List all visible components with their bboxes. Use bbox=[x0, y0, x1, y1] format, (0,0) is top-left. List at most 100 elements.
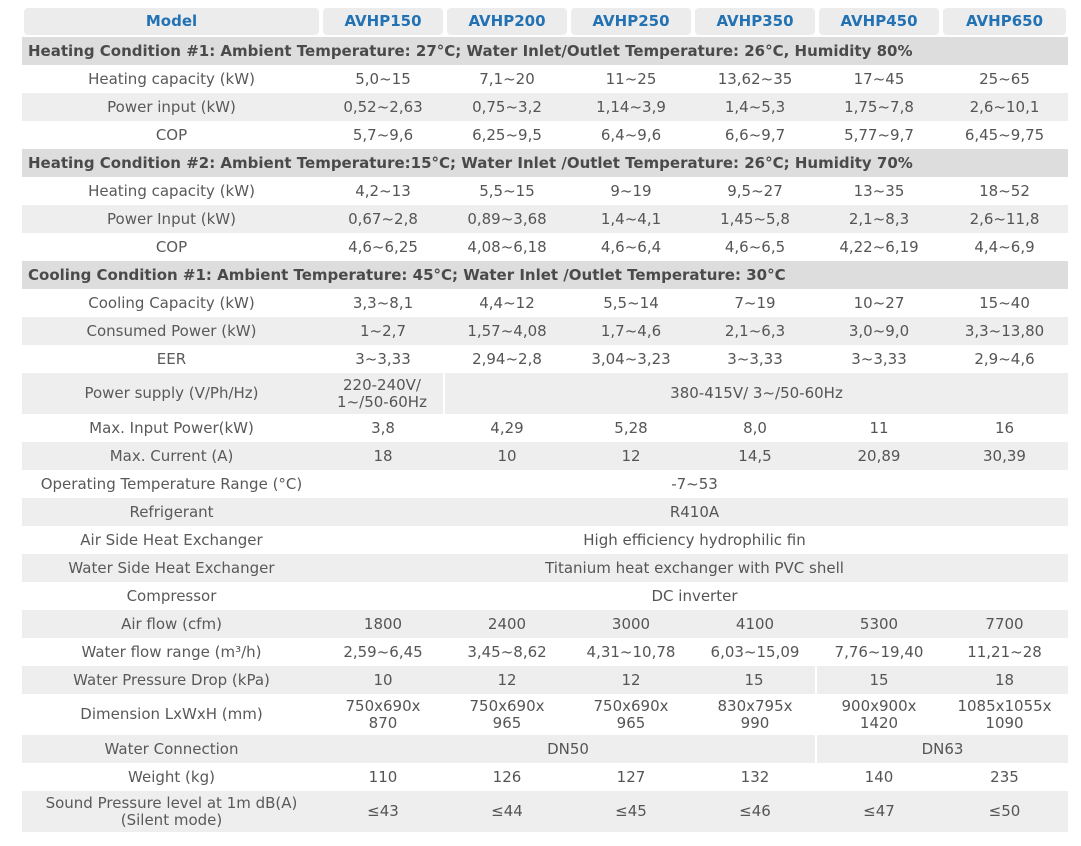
table-row: EER 3~3,33 2,94~2,8 3,04~3,23 3~3,33 3~3… bbox=[22, 345, 1068, 373]
cell: 9,5~27 bbox=[727, 181, 783, 200]
cell: 3,45~8,62 bbox=[467, 642, 547, 661]
cell: 1800 bbox=[321, 610, 445, 638]
cell: 1~2,7 bbox=[321, 317, 445, 345]
cell: 1085x1055x 1090 bbox=[957, 696, 1052, 732]
cell-merged: -7~53 bbox=[671, 474, 718, 493]
row-label: COP bbox=[155, 237, 188, 256]
cell: 140 bbox=[864, 767, 894, 786]
header-row: Model AVHP150 AVHP200 AVHP250 AVHP350 AV… bbox=[22, 6, 1068, 37]
model-header: Model bbox=[22, 6, 321, 37]
cell: 2,6~10,1 bbox=[941, 93, 1068, 121]
table-row-power-supply: Power supply (V/Ph/Hz) 220-240V/ 1~/50-6… bbox=[22, 373, 1068, 414]
table-row-dimension: Dimension LxWxH (mm) 750x690x 870 750x69… bbox=[22, 694, 1068, 735]
cell: 6,25~9,5 bbox=[472, 125, 542, 144]
cell: 6,6~9,7 bbox=[724, 125, 786, 144]
row-label: Water Pressure Drop (kPa) bbox=[22, 666, 321, 694]
table-row: Heating capacity (kW) 4,2~13 5,5~15 9~19… bbox=[22, 177, 1068, 205]
cell: 1,14~3,9 bbox=[569, 93, 693, 121]
table-row: COP 4,6~6,25 4,08~6,18 4,6~6,4 4,6~6,5 4… bbox=[22, 233, 1068, 261]
model-header-avhp350: AVHP350 bbox=[693, 6, 817, 37]
row-label: Power supply (V/Ph/Hz) bbox=[22, 373, 321, 414]
cell: 1,4~4,1 bbox=[569, 205, 693, 233]
section-title: Cooling Condition #1: Ambient Temperatur… bbox=[22, 261, 1068, 289]
cell: 1,57~4,08 bbox=[445, 317, 569, 345]
section-cooling-1: Cooling Condition #1: Ambient Temperatur… bbox=[22, 261, 1068, 289]
row-label: Air flow (cfm) bbox=[22, 610, 321, 638]
table-row: Water flow range (m³/h) 2,59~6,45 3,45~8… bbox=[22, 638, 1068, 666]
cell: 11,21~28 bbox=[967, 642, 1042, 661]
cell: 127 bbox=[616, 767, 646, 786]
cell: 2,1~8,3 bbox=[817, 205, 941, 233]
cell: 11 bbox=[869, 418, 889, 437]
model-header-avhp650: AVHP650 bbox=[941, 6, 1068, 37]
cell: 5,5~15 bbox=[479, 181, 535, 200]
model-header-avhp200: AVHP200 bbox=[445, 6, 569, 37]
cell: 18~52 bbox=[979, 181, 1030, 200]
cell: 1,7~4,6 bbox=[569, 317, 693, 345]
cell-merged: DN50 bbox=[321, 735, 817, 763]
cell: 6,45~9,75 bbox=[964, 125, 1045, 144]
row-label: Heating capacity (kW) bbox=[88, 181, 255, 200]
table-row: Air Side Heat Exchanger High efficiency … bbox=[22, 526, 1068, 554]
cell: 20,89 bbox=[817, 442, 941, 470]
cell: 0,89~3,68 bbox=[445, 205, 569, 233]
cell: ≤43 bbox=[321, 791, 445, 832]
cell: 15 bbox=[693, 666, 817, 694]
row-label: COP bbox=[155, 125, 188, 144]
cell: 7~19 bbox=[734, 293, 776, 312]
table-row-sound: Sound Pressure level at 1m dB(A) (Silent… bbox=[22, 791, 1068, 832]
table-row: Cooling Capacity (kW) 3,3~8,1 4,4~12 5,5… bbox=[22, 289, 1068, 317]
cell: 3~3,33 bbox=[727, 349, 783, 368]
row-label: Sound Pressure level at 1m dB(A) (Silent… bbox=[22, 791, 321, 832]
row-label: Max. Input Power(kW) bbox=[89, 418, 254, 437]
cell: 4100 bbox=[693, 610, 817, 638]
section-title: Heating Condition #2: Ambient Temperatur… bbox=[22, 149, 1068, 177]
row-label: Water flow range (m³/h) bbox=[81, 642, 262, 661]
cell: 4,2~13 bbox=[355, 181, 411, 200]
section-heating-2: Heating Condition #2: Ambient Temperatur… bbox=[22, 149, 1068, 177]
cell: 7,76~19,40 bbox=[834, 642, 924, 661]
table-row: COP 5,7~9,6 6,25~9,5 6,4~9,6 6,6~9,7 5,7… bbox=[22, 121, 1068, 149]
cell: 0,67~2,8 bbox=[321, 205, 445, 233]
cell: 25~65 bbox=[979, 69, 1030, 88]
cell: 3~3,33 bbox=[355, 349, 411, 368]
cell: 15 bbox=[817, 666, 941, 694]
cell: 13,62~35 bbox=[717, 69, 793, 88]
cell: 16 bbox=[994, 418, 1015, 437]
table-row: Consumed Power (kW) 1~2,7 1,57~4,08 1,7~… bbox=[22, 317, 1068, 345]
row-label: Weight (kg) bbox=[128, 767, 215, 786]
cell: 15~40 bbox=[979, 293, 1030, 312]
cell: 7,1~20 bbox=[479, 69, 535, 88]
cell: ≤46 bbox=[693, 791, 817, 832]
cell: 4,6~6,4 bbox=[600, 237, 662, 256]
cell: 5,5~14 bbox=[603, 293, 659, 312]
row-label: Power input (kW) bbox=[22, 93, 321, 121]
row-label: EER bbox=[156, 349, 187, 368]
cell: 14,5 bbox=[693, 442, 817, 470]
cell-merged: 380-415V/ 3~/50-60Hz bbox=[445, 373, 1068, 414]
cell: 11~25 bbox=[605, 69, 657, 88]
cell: 6,03~15,09 bbox=[710, 642, 800, 661]
model-header-avhp450: AVHP450 bbox=[817, 6, 941, 37]
cell: 4,29 bbox=[490, 418, 524, 437]
cell: 5,77~9,7 bbox=[844, 125, 914, 144]
cell: 126 bbox=[492, 767, 522, 786]
cell: 2,1~6,3 bbox=[693, 317, 817, 345]
cell: 6,4~9,6 bbox=[600, 125, 662, 144]
cell: 220-240V/ 1~/50-60Hz bbox=[321, 373, 445, 414]
row-label: Compressor bbox=[126, 586, 217, 605]
row-label: Cooling Capacity (kW) bbox=[88, 293, 255, 312]
table-row: Weight (kg) 110 126 127 132 140 235 bbox=[22, 763, 1068, 791]
cell: 750x690x 965 bbox=[593, 696, 669, 732]
cell: 8,0 bbox=[743, 418, 767, 437]
row-label: Consumed Power (kW) bbox=[22, 317, 321, 345]
table-row: Refrigerant R410A bbox=[22, 498, 1068, 526]
model-header-avhp150: AVHP150 bbox=[321, 6, 445, 37]
cell: 12 bbox=[445, 666, 569, 694]
row-label: Power Input (kW) bbox=[22, 205, 321, 233]
cell: 1,4~5,3 bbox=[693, 93, 817, 121]
row-label: Operating Temperature Range (°C) bbox=[40, 474, 303, 493]
cell: 2,9~4,6 bbox=[974, 349, 1035, 368]
cell: 5,7~9,6 bbox=[352, 125, 414, 144]
table-row: Heating capacity (kW) 5,0~15 7,1~20 11~2… bbox=[22, 65, 1068, 93]
